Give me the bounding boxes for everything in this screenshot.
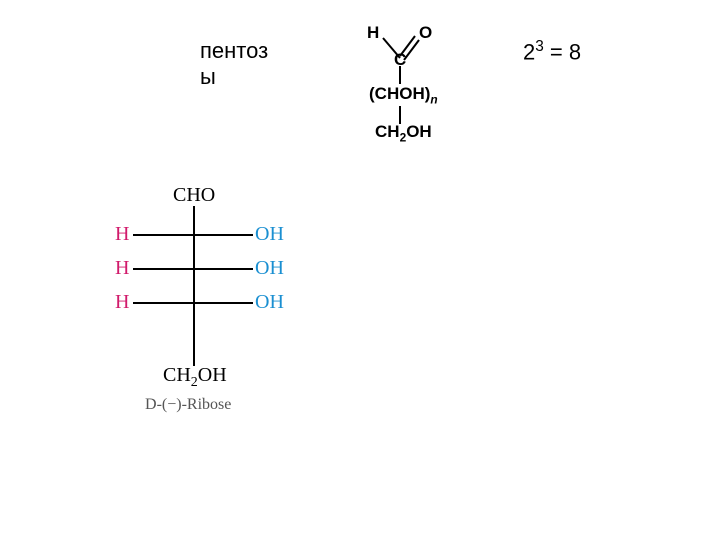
fischer-vertical-line [193,206,195,366]
fischer-oh-arm-2 [193,268,253,270]
fischer-h-3: H [115,291,129,314]
fischer-oh-1: OH [255,223,284,246]
fischer-caption: D-(−)-Ribose [145,396,231,414]
aldose-chohn-group: (CHOH)n [369,84,438,106]
fischer-ch2oh-r: OH [198,364,227,386]
pentose-label-line1: пентоз [200,38,268,64]
fischer-oh-2: OH [255,257,284,280]
fischer-oh-3: OH [255,291,284,314]
equation-exponent: 3 [535,38,544,55]
equation-base: 2 [523,39,535,64]
fischer-oh-arm-3 [193,302,253,304]
aldose-h-label: H [367,23,379,43]
fischer-oh-arm-1 [193,234,253,236]
fischer-ch2oh-l: CH [163,364,191,386]
pentose-label-line2: ы [200,64,268,90]
fischer-ch2oh: CH2OH [163,364,227,391]
fischer-h-arm-1 [133,234,193,236]
fischer-cho: CHO [173,184,215,207]
fischer-h-2: H [115,257,129,280]
aldose-chohn-sub: n [430,92,437,106]
fischer-h-arm-2 [133,268,193,270]
aldose-ch2oh-group: CH2OH [375,122,432,144]
fischer-ch2oh-sub: 2 [191,375,198,390]
equation-rhs: = 8 [544,39,581,64]
fischer-caption-d: D [145,396,157,413]
isomer-count-equation: 23 = 8 [523,38,581,65]
fischer-caption-rest: -(−)-Ribose [157,396,232,413]
aldose-chohn-left: (CHOH) [369,84,430,103]
fischer-h-arm-3 [133,302,193,304]
aldose-ch2oh-l: CH [375,122,400,141]
pentose-label: пентоз ы [200,38,268,90]
aldose-c-label: C [394,50,406,70]
aldose-o-label: O [419,23,432,43]
generic-aldose-structure: H O C (CHOH)n CH2OH [345,18,455,148]
aldose-ch2oh-r: OH [406,122,432,141]
fischer-ribose: CHO H OH H OH H OH CH2OH D-(−)-Ribose [95,190,295,450]
fischer-h-1: H [115,223,129,246]
